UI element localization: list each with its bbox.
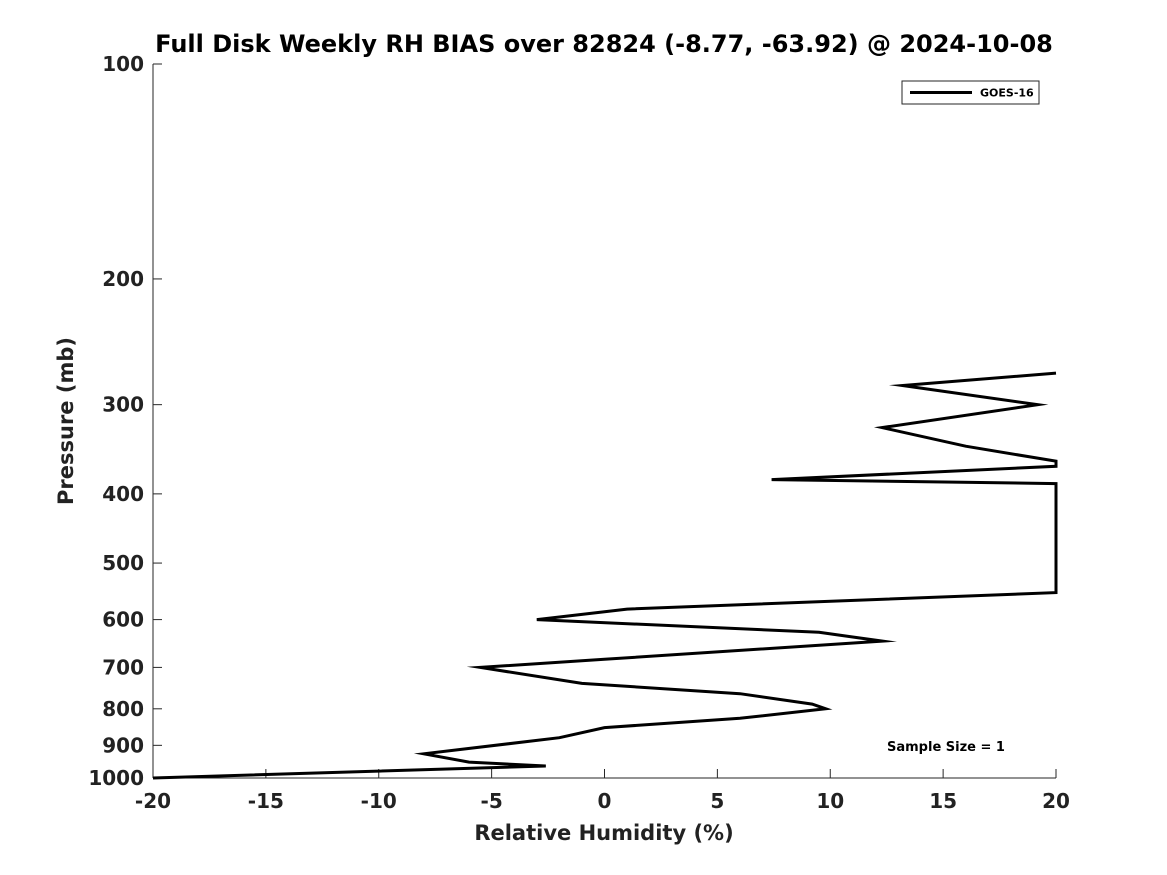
- x-axis-ticks: -20 -15 -10 -5 0 5 10 15 20: [135, 769, 1070, 813]
- legend-label-goes-16: GOES-16: [980, 87, 1034, 100]
- x-tick-label: 20: [1042, 789, 1070, 813]
- series-line-goes-16: [152, 371, 1058, 780]
- y-tick-label: 100: [102, 52, 144, 76]
- y-axis-label: Pressure (mb): [54, 337, 78, 505]
- x-tick-label: -5: [481, 789, 503, 813]
- sample-size-annotation: Sample Size = 1: [887, 740, 1005, 755]
- y-tick-label: 600: [102, 608, 144, 632]
- y-tick-label: 700: [102, 655, 144, 679]
- y-tick-label: 400: [102, 482, 144, 506]
- y-axis-ticks: 100 200 300 400 500 600 700 800 900 1000: [88, 52, 162, 790]
- x-axis-label: Relative Humidity (%): [474, 821, 733, 845]
- legend: GOES-16: [901, 80, 1040, 105]
- y-tick-label: 300: [102, 393, 144, 417]
- series-layer: [152, 371, 1058, 780]
- y-tick-label: 500: [102, 551, 144, 575]
- x-tick-label: 5: [710, 789, 724, 813]
- y-tick-label: 1000: [88, 766, 144, 790]
- chart-title: Full Disk Weekly RH BIAS over 82824 (-8.…: [155, 30, 1053, 58]
- x-tick-label: -20: [135, 789, 171, 813]
- x-tick-label: 15: [929, 789, 957, 813]
- x-tick-label: -10: [361, 789, 397, 813]
- x-tick-label: 10: [816, 789, 844, 813]
- y-tick-label: 200: [102, 267, 144, 291]
- y-tick-label: 900: [102, 733, 144, 757]
- y-tick-label: 800: [102, 697, 144, 721]
- x-tick-label: -15: [248, 789, 284, 813]
- x-tick-label: 0: [598, 789, 612, 813]
